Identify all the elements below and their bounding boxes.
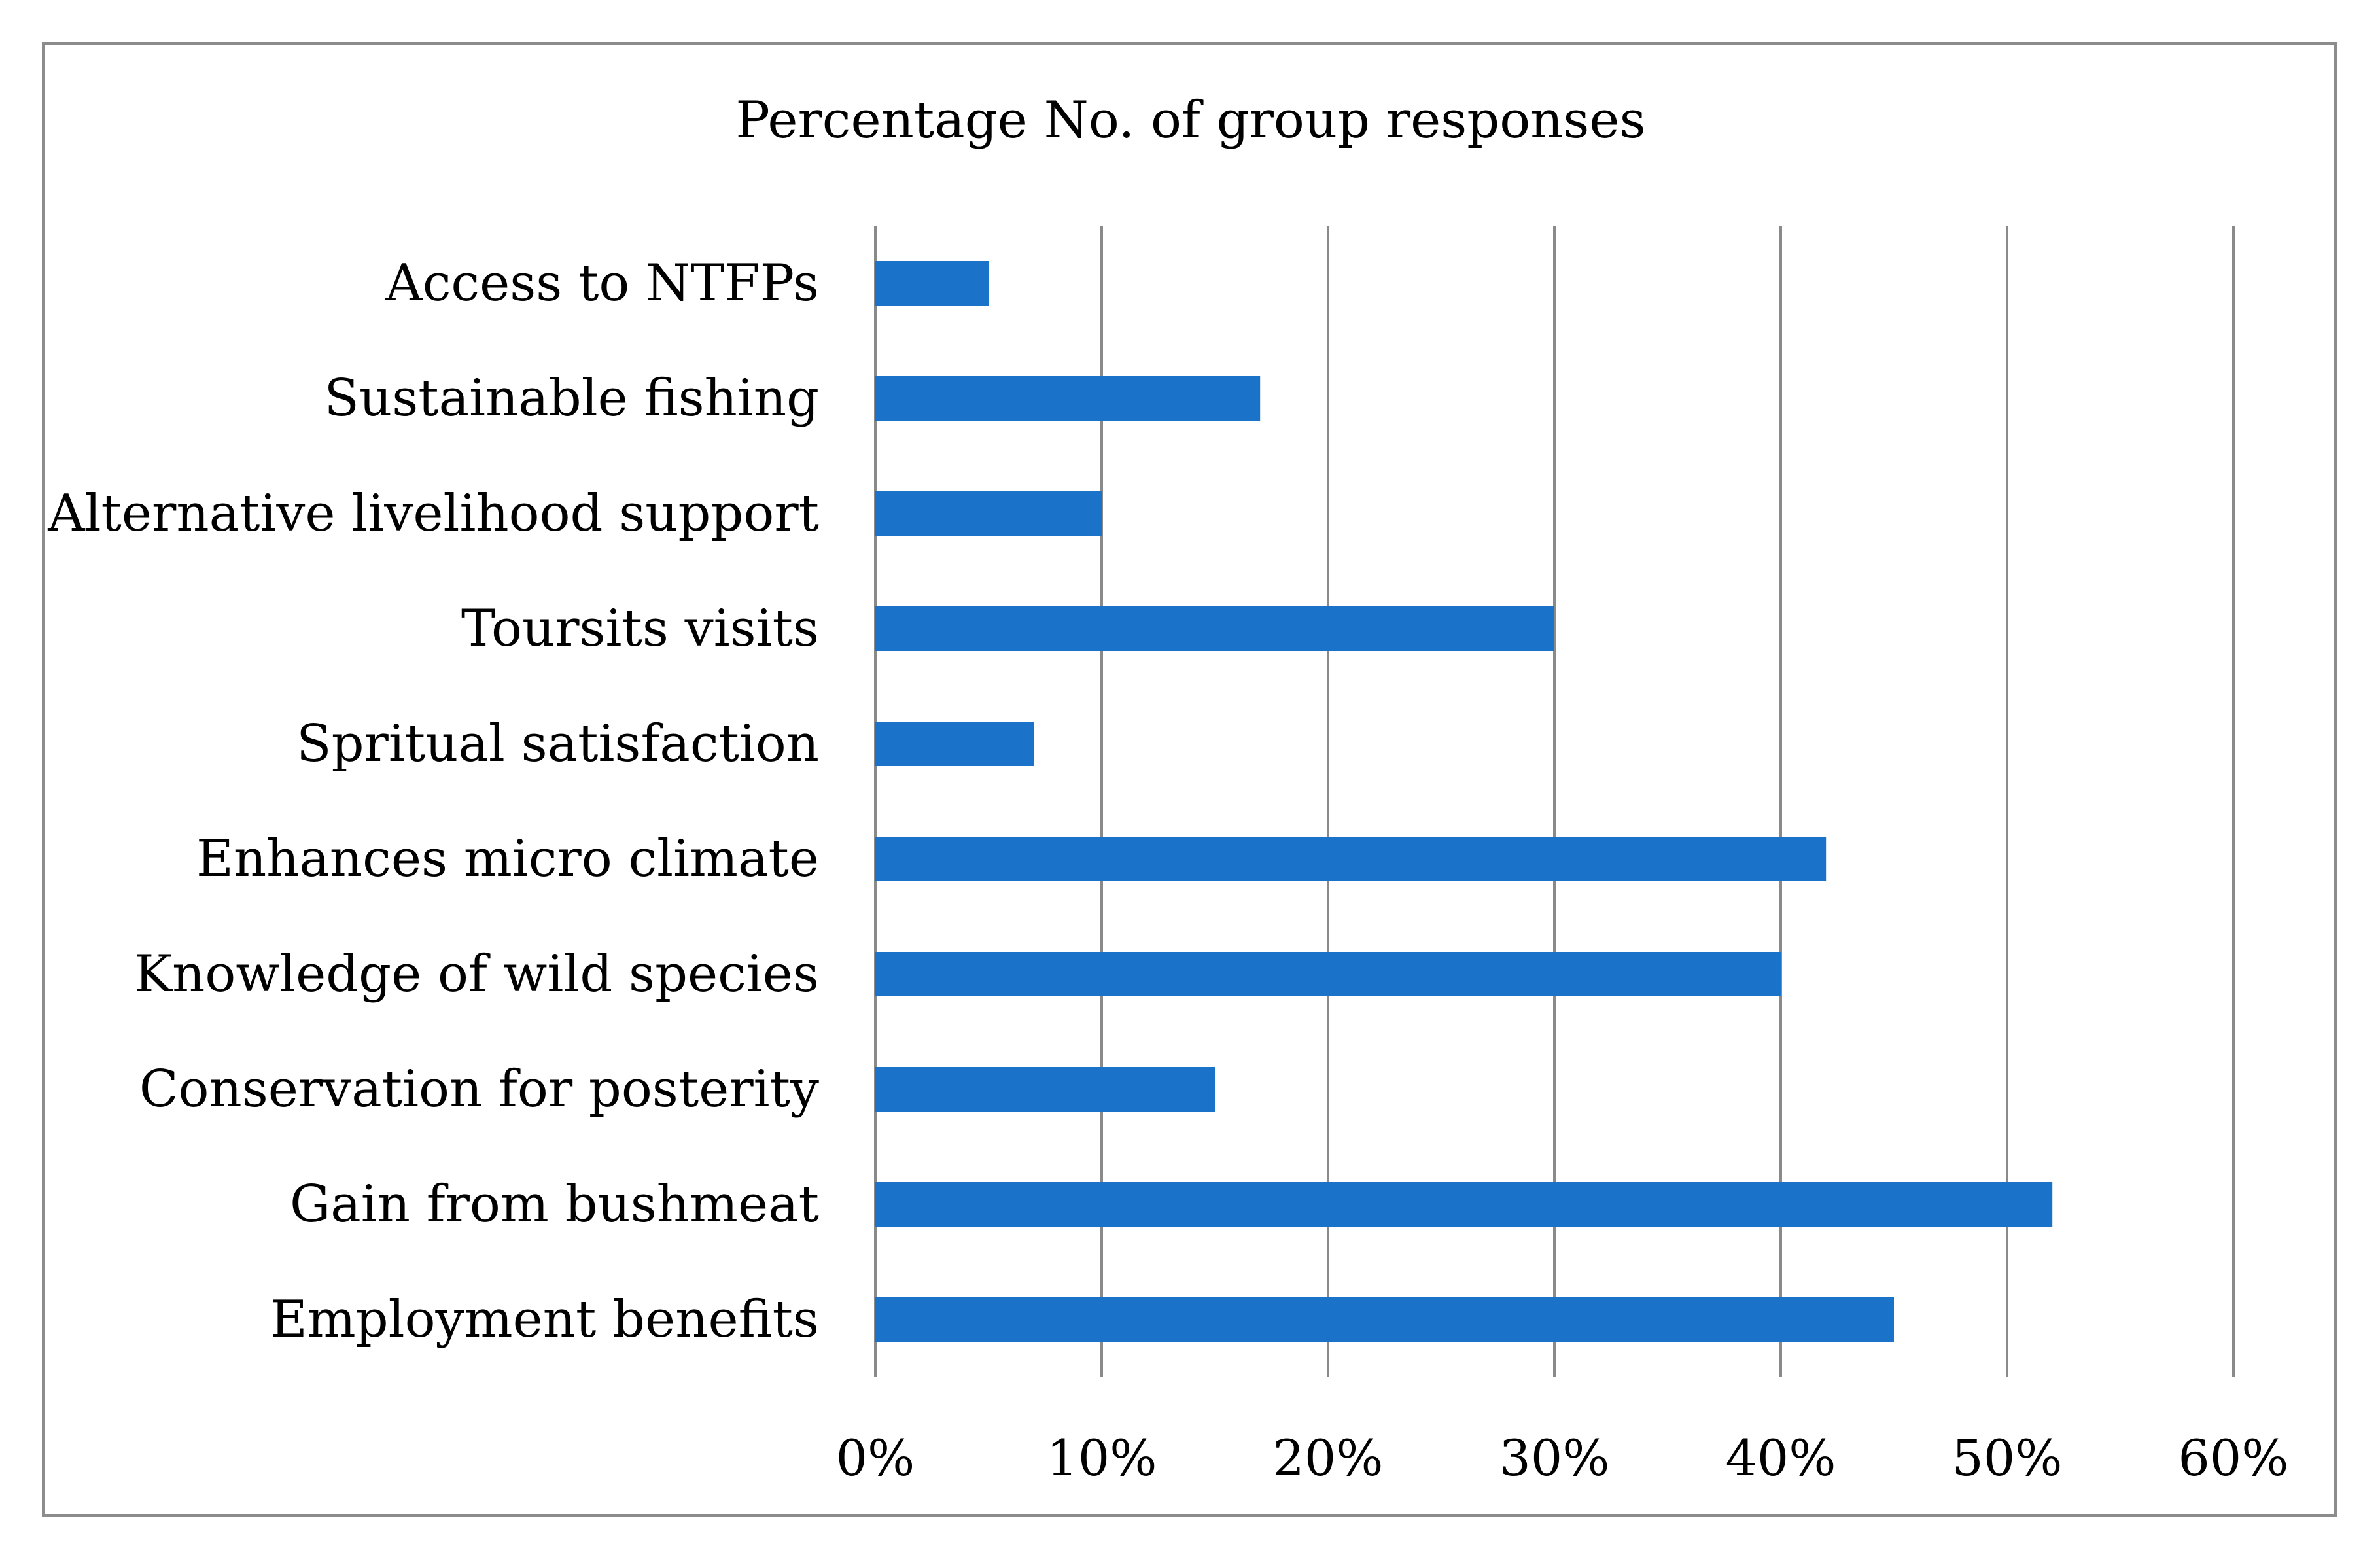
category-label: Alternative livelihood support — [47, 484, 819, 543]
bar — [875, 606, 1554, 651]
chart-frame — [42, 42, 2337, 1517]
bar — [875, 837, 1827, 881]
bar — [875, 1297, 1894, 1342]
category-labels: Access to NTFPs Sustainable fishing Altern… — [47, 254, 819, 1349]
bar — [875, 1067, 1215, 1112]
x-tick-label: 20% — [1273, 1429, 1384, 1487]
category-label: Toursits visits — [461, 599, 819, 658]
x-tick-label: 40% — [1726, 1429, 1836, 1487]
x-tick-labels: 0% 10% 20% 30% 40% 50% 60% — [836, 1429, 2289, 1487]
x-tick-label: 30% — [1499, 1429, 1610, 1487]
bar — [875, 261, 989, 306]
chart-title: Percentage No. of group responses — [735, 91, 1645, 150]
x-tick-label: 60% — [2179, 1429, 2289, 1487]
category-label: Access to NTFPs — [385, 254, 819, 313]
x-tick-label: 50% — [1952, 1429, 2063, 1487]
category-label: Sustainable fishing — [324, 369, 819, 428]
category-label: Conservation for posterity — [139, 1060, 819, 1119]
category-label: Spritual satisfaction — [296, 714, 819, 773]
category-label: Enhances micro climate — [196, 830, 819, 888]
bar — [875, 722, 1034, 766]
category-label: Employment benefits — [270, 1290, 819, 1349]
bar — [875, 376, 1261, 421]
category-label: Knowledge of wild species — [134, 945, 819, 1004]
bar — [875, 1182, 2053, 1227]
bar — [875, 952, 1781, 996]
category-label: Gain from bushmeat — [290, 1175, 819, 1234]
x-tick-label: 0% — [836, 1429, 915, 1487]
bar — [875, 491, 1102, 536]
x-tick-label: 10% — [1047, 1429, 1157, 1487]
bars — [875, 261, 2053, 1342]
